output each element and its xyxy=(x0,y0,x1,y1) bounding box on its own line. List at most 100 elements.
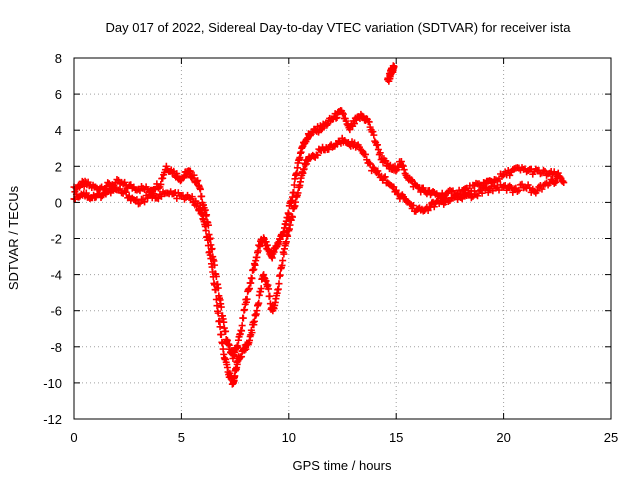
data-point xyxy=(276,271,284,279)
data-point xyxy=(533,187,541,195)
data-point xyxy=(474,192,482,200)
data-point xyxy=(390,63,398,71)
data-point xyxy=(357,145,365,153)
data-point xyxy=(212,295,220,303)
data-point xyxy=(248,329,256,337)
x-axis-label: GPS time / hours xyxy=(293,458,392,473)
data-point xyxy=(397,157,405,165)
x-tick-label: 0 xyxy=(70,430,77,445)
data-point xyxy=(374,167,382,175)
data-point xyxy=(339,109,346,117)
data-point xyxy=(373,141,381,149)
data-point xyxy=(552,178,560,186)
y-tick-label: 0 xyxy=(55,195,62,210)
x-tick-label: 15 xyxy=(389,430,403,445)
data-point xyxy=(430,203,438,211)
data-point xyxy=(238,322,246,330)
data-point xyxy=(193,178,201,186)
data-point xyxy=(266,292,274,300)
data-point xyxy=(250,317,258,325)
data-point xyxy=(150,190,158,198)
data-point xyxy=(406,200,414,208)
data-point xyxy=(339,110,347,118)
data-point xyxy=(325,145,333,153)
data-point xyxy=(157,180,165,188)
data-point xyxy=(369,163,377,171)
data-point xyxy=(190,171,198,179)
data-point xyxy=(559,177,567,185)
data-point xyxy=(560,179,568,187)
data-point xyxy=(194,200,202,208)
data-point xyxy=(282,238,290,246)
y-tick-label: 2 xyxy=(55,159,62,174)
data-point xyxy=(217,331,225,339)
data-point xyxy=(458,195,466,203)
data-point xyxy=(369,128,377,136)
data-point xyxy=(370,131,378,139)
y-tick-label: -4 xyxy=(50,268,62,283)
data-point xyxy=(217,303,225,311)
data-point xyxy=(209,273,217,281)
data-point xyxy=(116,185,124,193)
data-point xyxy=(212,286,220,294)
data-point xyxy=(419,184,427,192)
x-tick-label: 20 xyxy=(496,430,510,445)
data-point xyxy=(409,202,417,210)
data-point xyxy=(255,299,263,307)
data-point xyxy=(265,285,273,293)
data-point xyxy=(449,187,457,195)
y-tick-label: 6 xyxy=(55,87,62,102)
data-point xyxy=(365,159,373,167)
data-point xyxy=(400,166,408,174)
data-point xyxy=(122,188,130,196)
data-point xyxy=(333,114,341,122)
data-point xyxy=(121,178,129,186)
data-point xyxy=(216,323,224,331)
data-point xyxy=(350,120,358,128)
data-point xyxy=(399,162,407,170)
data-point xyxy=(376,149,384,157)
data-point xyxy=(538,185,546,193)
y-tick-label: -10 xyxy=(43,376,62,391)
data-point xyxy=(392,167,400,175)
data-marks xyxy=(70,62,568,388)
data-point xyxy=(381,173,389,181)
series-lower-band xyxy=(70,134,561,388)
data-point xyxy=(234,343,242,351)
data-point xyxy=(286,221,294,229)
x-tick-label: 5 xyxy=(178,430,185,445)
series-outlier-cluster xyxy=(384,62,398,85)
data-point xyxy=(262,238,270,246)
data-point xyxy=(365,118,373,126)
data-point xyxy=(317,126,325,134)
data-point xyxy=(214,309,222,317)
data-point xyxy=(202,227,210,235)
y-tick-label: -12 xyxy=(43,412,62,427)
y-tick-label: -2 xyxy=(50,232,62,247)
data-point xyxy=(239,314,247,322)
data-point xyxy=(553,175,561,183)
data-point xyxy=(314,151,322,159)
data-point xyxy=(257,285,265,293)
data-point xyxy=(215,317,223,325)
data-point xyxy=(204,242,212,250)
y-tick-label: -8 xyxy=(50,340,62,355)
data-point xyxy=(141,198,149,206)
data-point xyxy=(275,280,283,288)
axis-ticks: 0 5 10 15 20 25 -12 -10 -8 -6 -4 -2 0 2 4 6 8 xyxy=(43,51,618,445)
data-point xyxy=(159,174,167,182)
data-point xyxy=(279,257,287,265)
y-tick-label: 4 xyxy=(55,123,62,138)
y-tick-label: -6 xyxy=(50,304,62,319)
data-point xyxy=(380,174,388,182)
data-point xyxy=(162,162,170,170)
data-point xyxy=(188,193,196,201)
series-upper-band xyxy=(70,106,568,362)
data-point xyxy=(243,295,251,303)
data-point xyxy=(484,188,492,196)
data-point xyxy=(515,186,523,194)
chart-title: Day 017 of 2022, Sidereal Day-to-day VTE… xyxy=(105,20,571,35)
data-point xyxy=(362,150,370,158)
data-point xyxy=(196,185,204,193)
